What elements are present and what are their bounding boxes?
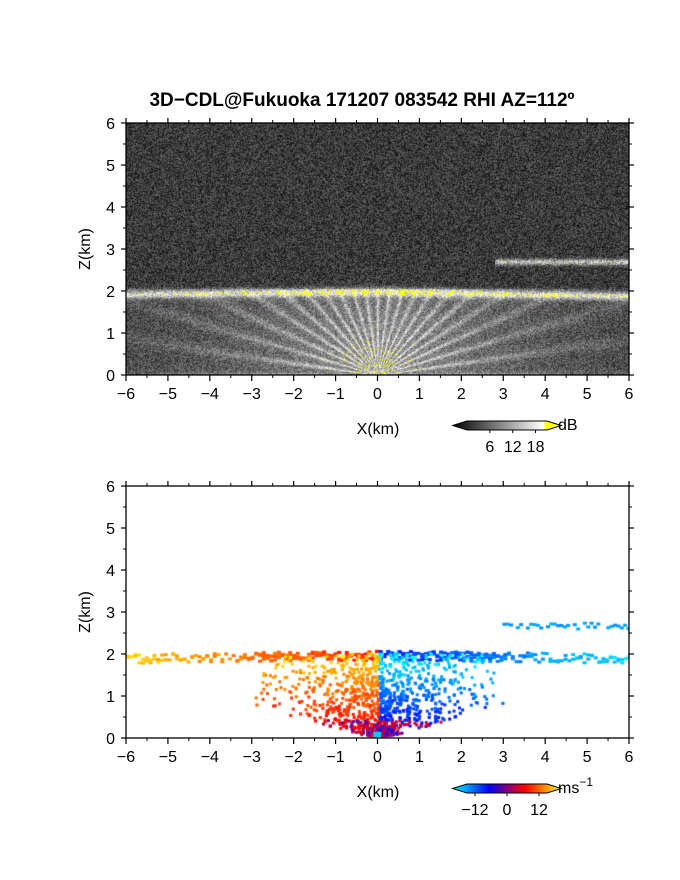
- velocity-image: [126, 486, 629, 738]
- y-tick-label: 3: [106, 605, 115, 622]
- x-tick-label: −4: [201, 749, 219, 766]
- y-tick-label: 6: [106, 116, 115, 133]
- x-tick-label: 3: [499, 749, 508, 766]
- colorbar-tick-label: 12: [504, 439, 522, 456]
- x-tick-label: 0: [373, 749, 382, 766]
- x-tick-label: 4: [541, 386, 550, 403]
- intensity-image: [126, 123, 629, 375]
- y-tick-label: 6: [106, 479, 115, 496]
- colorbar-unit: dB: [558, 417, 578, 434]
- x-tick-label: 1: [415, 749, 424, 766]
- colorbar-unit-exponent: −1: [579, 775, 593, 789]
- colorbar-tick-label: 6: [485, 439, 494, 456]
- velocity-colorbar: −12 0 12 ms−1: [451, 775, 593, 819]
- x-tick-label: −1: [326, 386, 344, 403]
- x-tick-label: 6: [625, 749, 634, 766]
- intensity-colorbar: 6 12 18 dB: [451, 417, 578, 456]
- x-tick-label: 5: [583, 386, 592, 403]
- x-tick-label: 5: [583, 749, 592, 766]
- intensity-raster: [126, 123, 629, 375]
- colorbar-bar: [451, 420, 563, 431]
- colorbar-tick-label: −12: [461, 802, 488, 819]
- axis-ticks: [121, 481, 634, 744]
- x-tick-label: −2: [285, 749, 303, 766]
- x-axis-label: X(km): [357, 784, 400, 801]
- chart-title: 3D−CDL@Fukuoka 171207 083542 RHI AZ=112º: [149, 90, 574, 111]
- colorbar-tick-label: 0: [503, 802, 512, 819]
- x-tick-label: 4: [541, 749, 550, 766]
- y-tick-label: 3: [106, 242, 115, 259]
- x-tick-label: 1: [415, 386, 424, 403]
- x-tick-label: −6: [117, 749, 135, 766]
- x-tick-label: 2: [457, 749, 466, 766]
- x-tick-label: −3: [243, 386, 261, 403]
- x-tick-label: −3: [243, 749, 261, 766]
- y-tick-label: 1: [106, 326, 115, 343]
- x-tick-label: −1: [326, 749, 344, 766]
- y-tick-label: 0: [106, 368, 115, 385]
- x-tick-labels: −6 −5 −4 −3 −2 −1 0 1 2 3 4 5 6: [117, 749, 634, 766]
- x-tick-label: −2: [285, 386, 303, 403]
- y-tick-label: 4: [106, 563, 115, 580]
- y-tick-label: 5: [106, 521, 115, 538]
- y-tick-labels: 0 1 2 3 4 5 6: [106, 479, 115, 748]
- x-tick-label: 3: [499, 386, 508, 403]
- y-tick-label: 5: [106, 158, 115, 175]
- y-tick-label: 2: [106, 284, 115, 301]
- colorbar-tick-label: 18: [527, 439, 545, 456]
- velocity-raster: [126, 486, 629, 738]
- colorbar-bar: [451, 783, 563, 794]
- intensity-panel: 3D−CDL@Fukuoka 171207 083542 RHI AZ=112º…: [77, 90, 634, 456]
- y-axis-label: Z(km): [77, 228, 94, 270]
- x-tick-label: 0: [373, 386, 382, 403]
- y-tick-labels: 0 1 2 3 4 5 6: [106, 116, 115, 385]
- x-axis-label: X(km): [357, 421, 400, 438]
- y-tick-label: 2: [106, 647, 115, 664]
- x-tick-label: −6: [117, 386, 135, 403]
- x-tick-label: 2: [457, 386, 466, 403]
- x-tick-labels: −6 −5 −4 −3 −2 −1 0 1 2 3 4 5 6: [117, 386, 634, 403]
- x-tick-label: −5: [159, 749, 177, 766]
- colorbar-tick-label: 12: [530, 802, 548, 819]
- y-axis-label: Z(km): [77, 591, 94, 633]
- x-tick-label: 6: [625, 386, 634, 403]
- x-tick-label: −5: [159, 386, 177, 403]
- axis-ticks: [121, 118, 634, 381]
- y-tick-label: 0: [106, 731, 115, 748]
- y-tick-label: 1: [106, 689, 115, 706]
- x-tick-label: −4: [201, 386, 219, 403]
- y-tick-label: 4: [106, 200, 115, 217]
- colorbar-unit: ms−1: [558, 775, 593, 797]
